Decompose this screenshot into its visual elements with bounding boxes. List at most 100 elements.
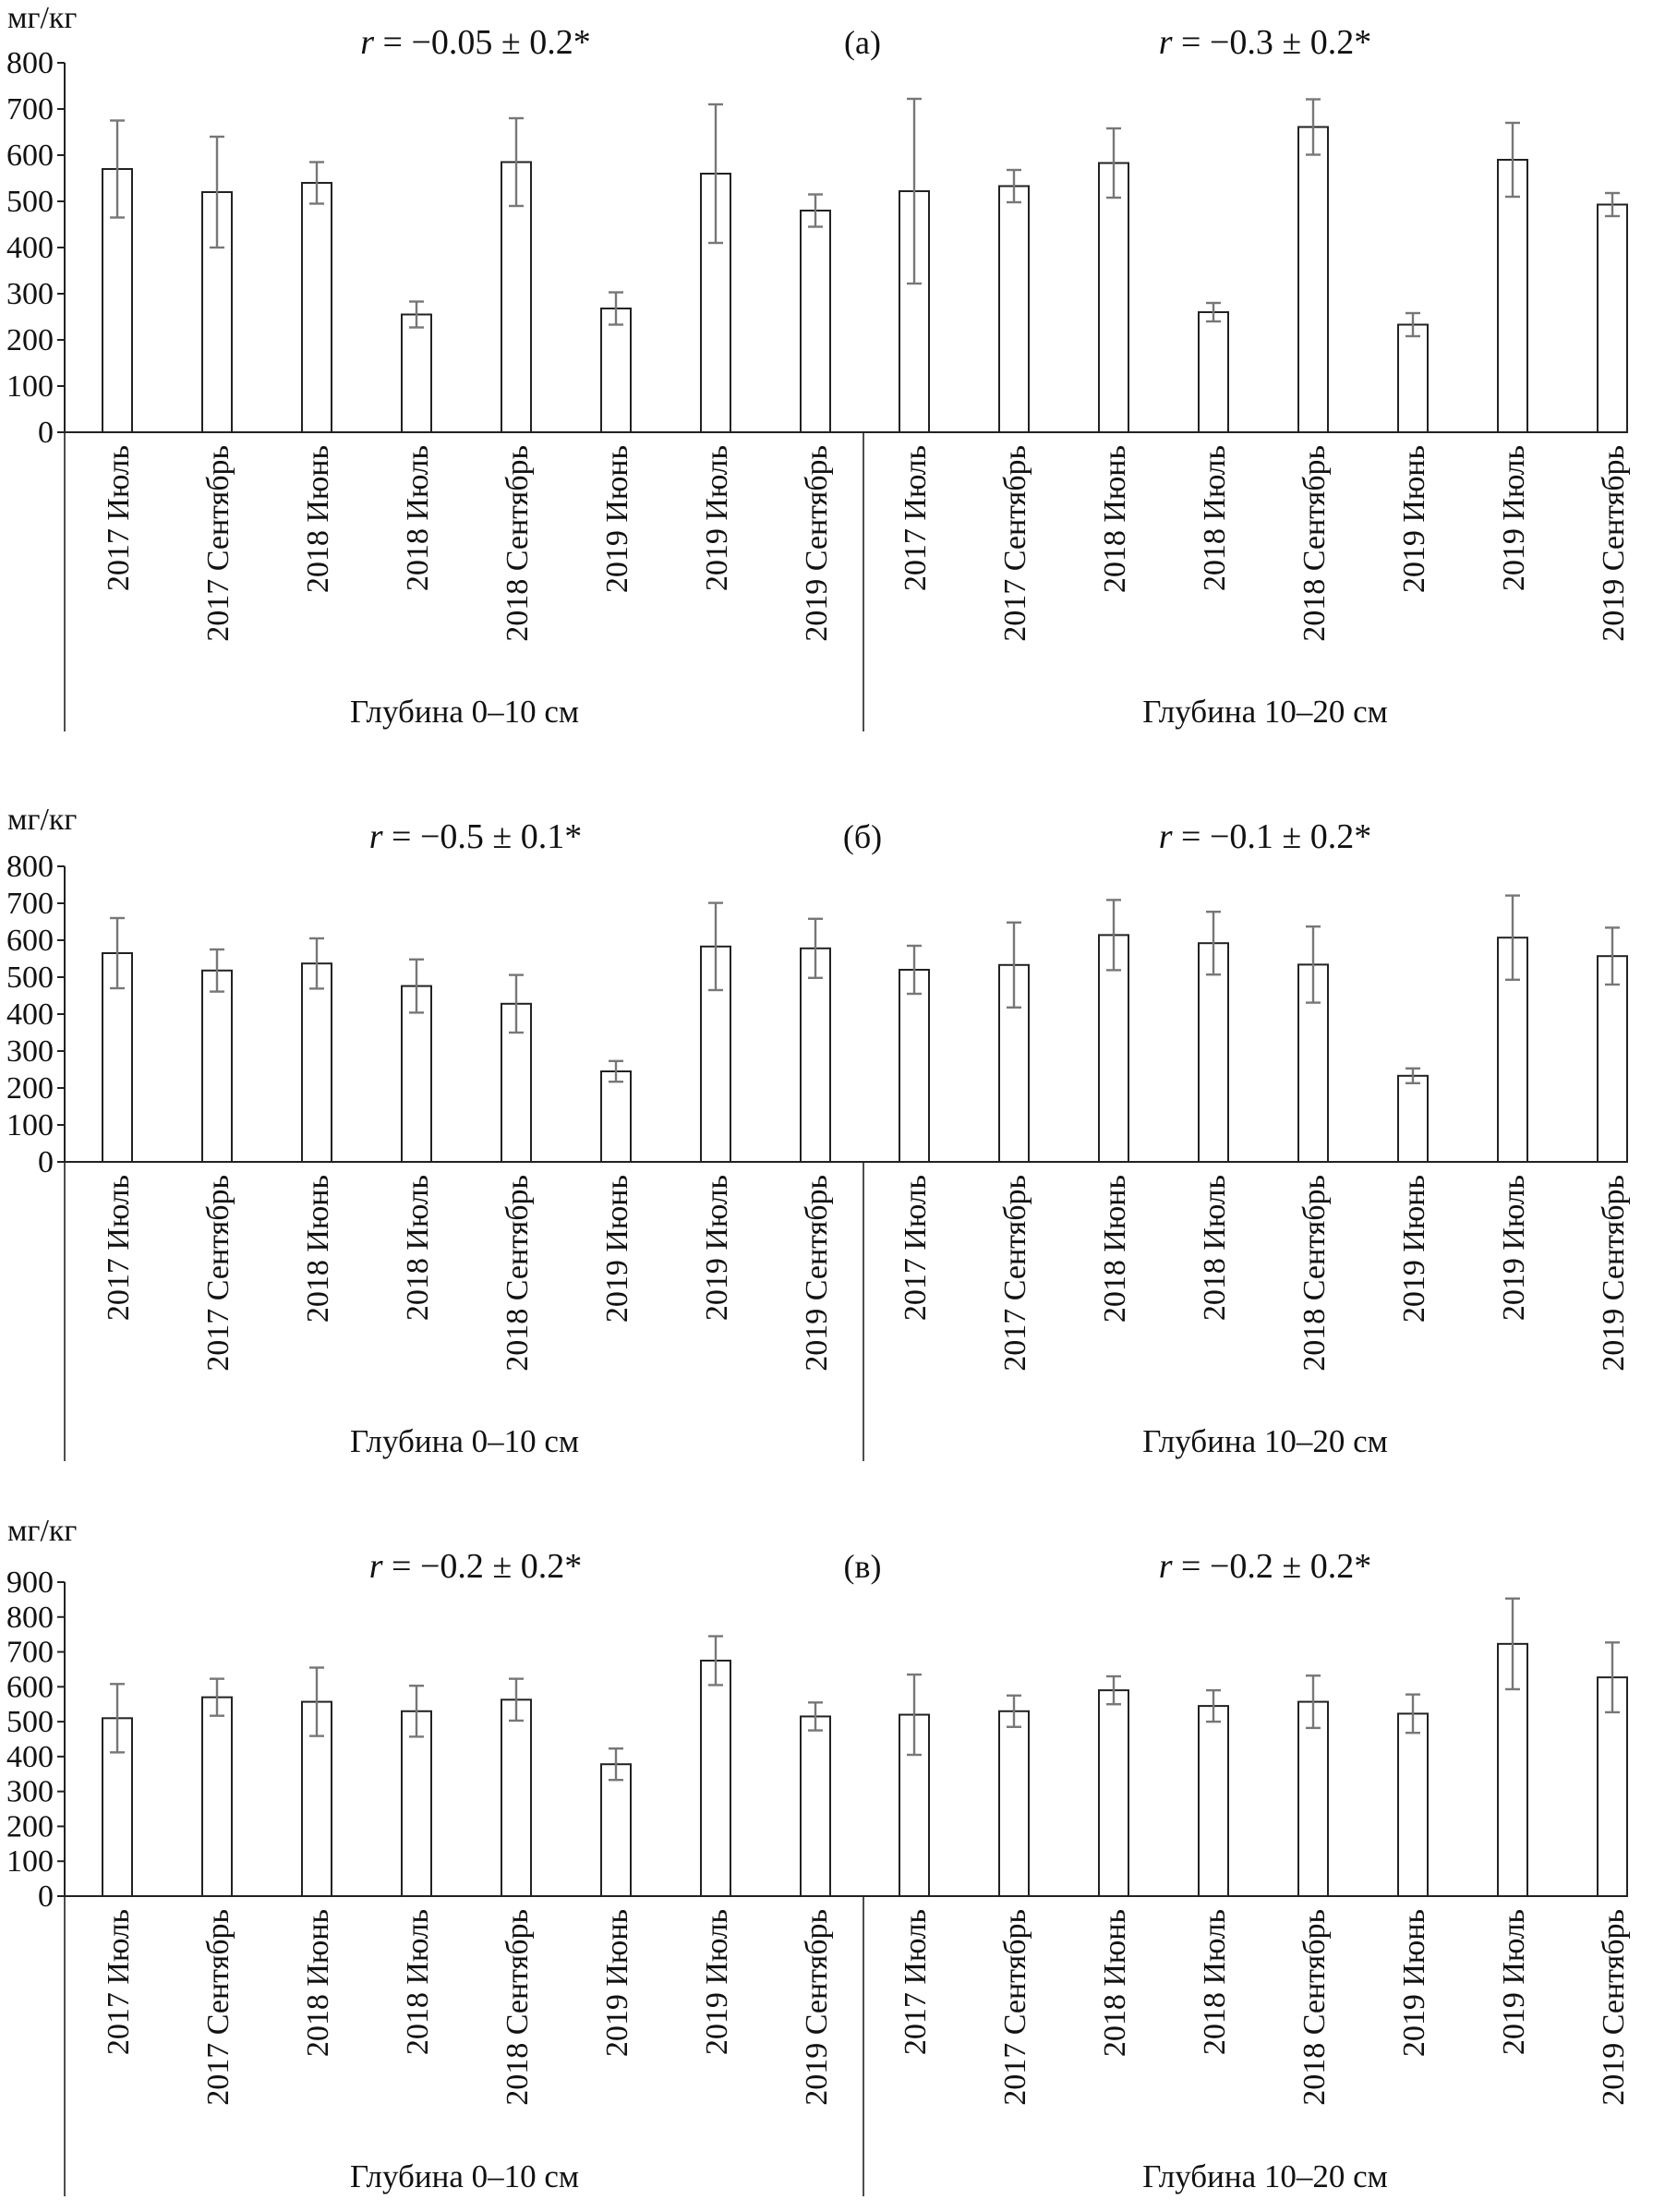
bar xyxy=(1098,162,1129,433)
correlation-annotation: r = −0.2 ± 0.2* xyxy=(1159,1547,1372,1586)
category-label: 2019 Июль xyxy=(700,1175,734,1321)
category-label: 2019 Июль xyxy=(700,445,734,591)
y-unit-label: мг/кг xyxy=(7,803,77,837)
panel-label: (б) xyxy=(843,818,882,855)
category-label: 2018 Сентябрь xyxy=(501,445,535,642)
category-label: 2017 Сентябрь xyxy=(201,1909,235,2106)
y-tick-label: 300 xyxy=(6,277,54,311)
chart-panel-1: мг/кг (а) 0 100 200 300 400 500 600 700 800 r = −0.… xyxy=(6,1,1631,731)
panel-label: (в) xyxy=(844,1548,882,1585)
y-tick-label: 500 xyxy=(6,1705,54,1739)
bar xyxy=(201,969,233,1164)
y-tick-label: 900 xyxy=(6,1565,54,1600)
group-label: Глубина 0–10 см xyxy=(350,694,579,730)
correlation-annotation: r = −0.2 ± 0.2* xyxy=(369,1547,583,1586)
category-label: 2019 Июль xyxy=(1497,1175,1531,1321)
category-label: 2019 Июль xyxy=(1497,445,1531,591)
category-label: 2019 Июль xyxy=(1497,1909,1531,2055)
category-label: 2017 Сентябрь xyxy=(998,1175,1032,1372)
y-tick-label: 700 xyxy=(6,92,54,127)
bar xyxy=(800,1715,831,1898)
y-tick-label: 400 xyxy=(6,1740,54,1774)
bar xyxy=(1198,942,1229,1164)
bar xyxy=(401,985,432,1163)
y-tick-label: 500 xyxy=(6,961,54,995)
y-tick-label: 200 xyxy=(6,1809,54,1843)
bar xyxy=(1597,1676,1628,1897)
category-label: 2017 Июль xyxy=(102,1175,136,1321)
bar xyxy=(301,182,332,433)
y-tick-label: 700 xyxy=(6,1636,54,1670)
correlation-annotation: r = −0.3 ± 0.2* xyxy=(1159,23,1372,62)
group-label: Глубина 0–10 см xyxy=(350,1423,579,1459)
category-label: 2018 Июнь xyxy=(301,445,335,593)
category-label: 2018 Июнь xyxy=(301,1175,335,1323)
category-label: 2018 Июнь xyxy=(1098,1175,1132,1323)
category-label: 2018 Июль xyxy=(401,1175,435,1321)
category-label: 2018 Июль xyxy=(1198,1175,1232,1321)
bar xyxy=(700,1660,731,1897)
category-label: 2018 Сентябрь xyxy=(1297,1909,1332,2106)
y-tick-label: 600 xyxy=(6,139,54,173)
y-tick-label: 200 xyxy=(6,1071,54,1106)
category-label: 2019 Июнь xyxy=(1397,1175,1431,1323)
category-label: 2018 Июнь xyxy=(301,1909,335,2057)
y-tick-label: 0 xyxy=(38,1145,54,1179)
bar xyxy=(1397,1074,1429,1164)
category-label: 2018 Сентябрь xyxy=(1297,1175,1332,1372)
category-label: 2018 Сентябрь xyxy=(501,1909,535,2106)
bar xyxy=(1098,1689,1129,1897)
group-label: Глубина 10–20 см xyxy=(1142,1423,1388,1459)
bar xyxy=(1198,311,1229,433)
category-label: 2017 Сентябрь xyxy=(998,1909,1032,2106)
category-label: 2018 Июль xyxy=(1198,445,1232,591)
category-label: 2019 Сентябрь xyxy=(1597,1909,1631,2106)
category-label: 2019 Июль xyxy=(700,1909,734,2055)
y-tick-label: 800 xyxy=(6,850,54,884)
category-label: 2017 Июль xyxy=(102,445,136,591)
category-label: 2017 Июль xyxy=(102,1909,136,2055)
bar xyxy=(102,168,133,433)
category-label: 2017 Сентябрь xyxy=(201,1175,235,1372)
category-label: 2018 Июль xyxy=(1198,1909,1232,2055)
correlation-annotation: r = −0.5 ± 0.1* xyxy=(369,817,583,856)
category-label: 2019 Июнь xyxy=(600,1175,634,1323)
group-label: Глубина 10–20 см xyxy=(1142,2158,1388,2194)
bar xyxy=(501,1698,532,1898)
y-tick-label: 800 xyxy=(6,46,54,80)
category-label: 2018 Июль xyxy=(401,1909,435,2055)
category-label: 2017 Июль xyxy=(899,445,933,591)
y-tick-label: 300 xyxy=(6,1034,54,1069)
bar xyxy=(1397,1712,1429,1898)
group-label: Глубина 0–10 см xyxy=(350,2158,579,2194)
category-label: 2019 Сентябрь xyxy=(1597,1175,1631,1372)
group-label: Глубина 10–20 см xyxy=(1142,694,1388,730)
category-label: 2017 Сентябрь xyxy=(201,445,235,642)
category-label: 2018 Июль xyxy=(401,445,435,591)
y-tick-label: 0 xyxy=(38,1880,54,1914)
y-tick-label: 300 xyxy=(6,1775,54,1809)
bar xyxy=(800,210,831,433)
y-tick-label: 100 xyxy=(6,1844,54,1879)
bar xyxy=(600,1763,632,1897)
y-tick-label: 100 xyxy=(6,1108,54,1142)
bar xyxy=(1198,1705,1229,1897)
bar xyxy=(1497,159,1528,433)
y-tick-label: 700 xyxy=(6,887,54,921)
y-tick-label: 0 xyxy=(38,416,54,450)
bar xyxy=(1397,323,1429,433)
category-label: 2017 Июль xyxy=(899,1175,933,1321)
y-tick-label: 100 xyxy=(6,369,54,404)
bar xyxy=(201,1696,233,1897)
y-tick-label: 400 xyxy=(6,231,54,265)
y-tick-label: 200 xyxy=(6,323,54,357)
category-label: 2019 Сентябрь xyxy=(800,1175,834,1372)
bar xyxy=(600,308,632,433)
bar xyxy=(1597,203,1628,433)
y-unit-label: мг/кг xyxy=(7,1514,77,1548)
y-tick-label: 600 xyxy=(6,924,54,958)
bar xyxy=(1098,934,1129,1164)
y-tick-label: 400 xyxy=(6,997,54,1032)
